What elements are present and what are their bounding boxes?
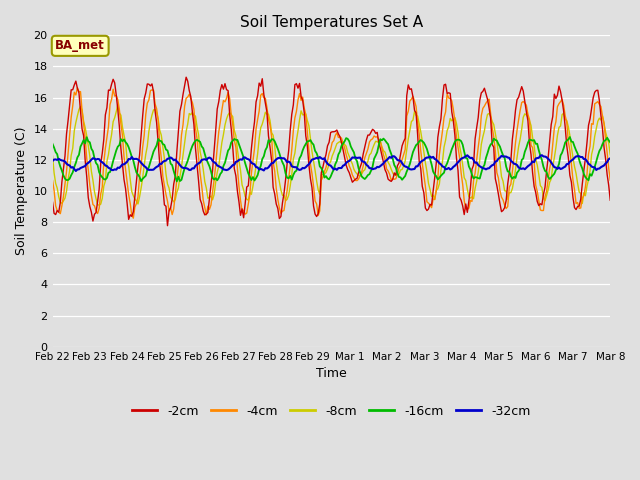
Text: BA_met: BA_met	[55, 39, 105, 52]
Legend: -2cm, -4cm, -8cm, -16cm, -32cm: -2cm, -4cm, -8cm, -16cm, -32cm	[127, 400, 536, 423]
X-axis label: Time: Time	[316, 367, 347, 380]
Title: Soil Temperatures Set A: Soil Temperatures Set A	[240, 15, 423, 30]
Y-axis label: Soil Temperature (C): Soil Temperature (C)	[15, 127, 28, 255]
